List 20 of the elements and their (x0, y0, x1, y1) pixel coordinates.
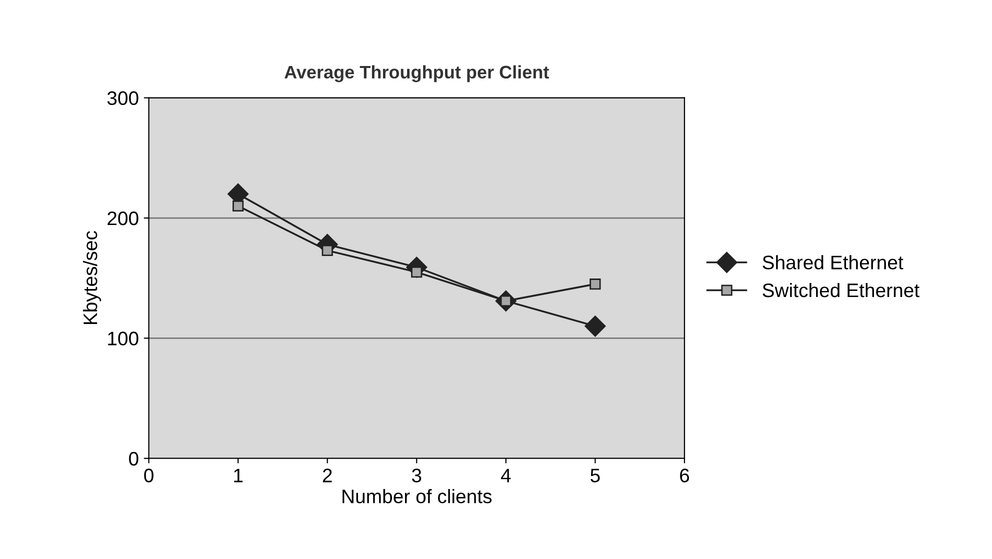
y-axis-title: Kbytes/sec (82, 231, 102, 324)
point (584, 316, 606, 337)
y-tick-label: 200 (108, 211, 138, 226)
point (322, 244, 333, 256)
x-tick-label: 3 (412, 468, 422, 482)
y-tick-label: 100 (108, 332, 138, 346)
y-tick-label: 0 (129, 452, 138, 466)
chart-title: Average Throughput per Client (284, 65, 550, 82)
point (590, 278, 601, 290)
x-tick-label: 6 (680, 468, 690, 482)
x-tick-label: 5 (590, 468, 600, 482)
y-tick-label: 300 (107, 91, 138, 106)
x-tick-label: 2 (322, 468, 332, 482)
x-axis-title: Number of clients (342, 489, 492, 504)
x-tick-label: 4 (500, 468, 511, 482)
legend-label: Shared Ethernet (762, 255, 904, 270)
x-tick-label: 0 (144, 468, 154, 482)
point (232, 200, 244, 212)
x-tick-label: 1 (234, 468, 243, 482)
legend-label: Switched Ethernet (762, 282, 920, 298)
